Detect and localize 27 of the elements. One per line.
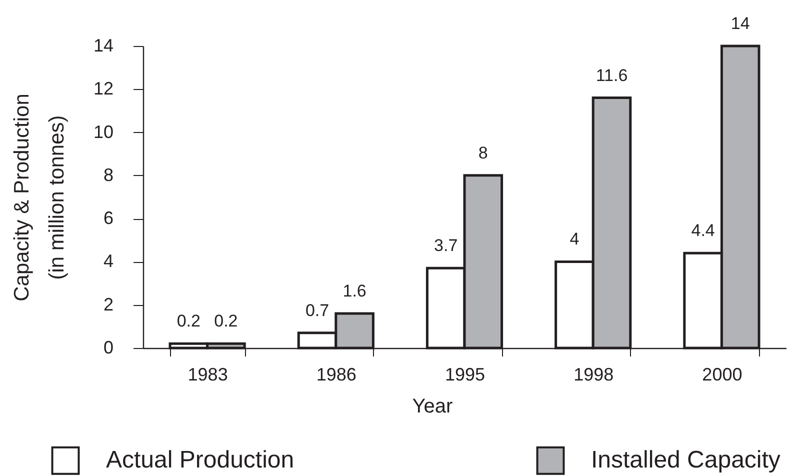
data-label: 3.7 bbox=[434, 236, 458, 256]
y-tick-label: 10 bbox=[93, 122, 114, 142]
data-label: 4 bbox=[570, 230, 580, 249]
legend-label: Actual Production bbox=[106, 446, 294, 474]
data-label: 4.4 bbox=[691, 221, 715, 240]
x-tick-label: 1998 bbox=[574, 364, 614, 384]
y-tick-label: 4 bbox=[103, 251, 114, 272]
x-tick-label: 1983 bbox=[188, 364, 228, 384]
y-tick-label: 2 bbox=[103, 294, 114, 314]
y-tick-label: 12 bbox=[93, 78, 114, 99]
legend-label: Installed Capacity bbox=[591, 446, 780, 474]
x-axis-title: Year bbox=[412, 396, 454, 418]
y-tick-label: 8 bbox=[103, 164, 114, 185]
data-label: 11.6 bbox=[596, 66, 628, 85]
x-tick-label: 1986 bbox=[316, 364, 356, 384]
x-tick-label: 2000 bbox=[702, 364, 742, 384]
data-label: 14 bbox=[730, 14, 750, 33]
x-tick-label: 1995 bbox=[444, 364, 486, 384]
y-tick-label: 14 bbox=[93, 36, 114, 56]
data-label: 8 bbox=[478, 143, 488, 162]
y-axis-title: Capacity & Production (in million tonnes) bbox=[10, 94, 68, 302]
y-tick-label: 0 bbox=[103, 338, 114, 358]
data-label: 1.6 bbox=[342, 281, 366, 300]
y-tick-label: 6 bbox=[103, 208, 114, 228]
data-label: 0.2 bbox=[214, 312, 238, 331]
data-label: 0.2 bbox=[176, 312, 200, 331]
data-label: 0.7 bbox=[305, 300, 330, 320]
